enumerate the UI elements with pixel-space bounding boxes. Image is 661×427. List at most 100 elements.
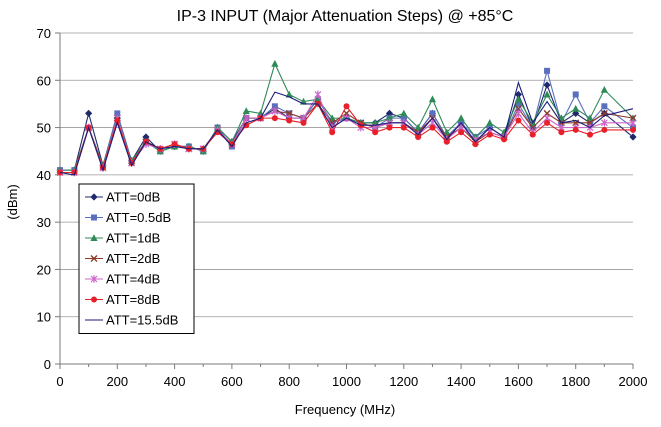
data-point (114, 110, 121, 117)
data-point (443, 138, 450, 145)
chart-title: IP-3 INPUT (Major Attenuation Steps) @ +… (177, 8, 514, 25)
x-tick-label: 200 (106, 374, 128, 389)
legend-item: ATT=2dB (85, 251, 160, 266)
legend-label: ATT=0.5dB (106, 210, 171, 225)
data-point (343, 103, 350, 110)
legend-label: ATT=4dB (106, 272, 160, 287)
data-point (601, 103, 608, 110)
y-tick-label: 50 (37, 121, 51, 136)
data-point (314, 90, 322, 99)
x-axis-label: Frequency (MHz) (295, 402, 395, 417)
data-point (414, 123, 422, 131)
legend-label: ATT=2dB (106, 251, 160, 266)
x-tick-label: 400 (164, 374, 186, 389)
legend-swatch-marker (90, 275, 98, 283)
data-point (543, 81, 551, 89)
legend-label: ATT=0dB (106, 190, 160, 205)
legend-item: ATT=0.5dB (85, 210, 171, 225)
y-axis-label: (dBm) (5, 184, 20, 219)
data-point (629, 119, 637, 127)
series-layer (56, 59, 637, 177)
data-point (514, 109, 522, 118)
x-tick-label: 600 (221, 374, 243, 389)
data-point (214, 129, 221, 136)
data-point (415, 134, 422, 141)
x-tick-label: 800 (278, 374, 300, 389)
y-tick-label: 0 (44, 357, 51, 372)
data-point (472, 141, 479, 148)
data-point (457, 114, 465, 122)
x-tick-label: 1200 (389, 374, 418, 389)
series-ATT=15.5dB (59, 80, 634, 176)
data-point (286, 117, 293, 124)
x-tick-label: 1400 (447, 374, 476, 389)
legend-label: ATT=1dB (106, 231, 160, 246)
y-tick-label: 10 (37, 310, 51, 325)
data-point (587, 131, 594, 138)
data-point (271, 115, 278, 122)
data-point (386, 124, 393, 131)
data-point (600, 119, 608, 127)
data-point (271, 103, 278, 110)
axis-layer: 0 10 20 30 40 50 60 70 0 200 400 600 800 1000 1200 1400… (37, 26, 648, 389)
data-point (400, 115, 407, 122)
y-tick-label: 60 (37, 73, 51, 88)
data-point (114, 117, 121, 124)
data-point (600, 85, 608, 93)
legend-item: ATT=8dB (85, 292, 160, 307)
data-point (228, 141, 235, 148)
x-tick-label: 2000 (619, 374, 648, 389)
data-point (429, 124, 436, 131)
data-point (458, 129, 465, 136)
data-point (586, 114, 594, 122)
data-point (371, 119, 379, 126)
data-point (601, 126, 608, 133)
y-tick-label: 40 (37, 168, 51, 183)
data-point (400, 124, 407, 131)
series-line (59, 80, 634, 176)
data-point (242, 107, 250, 115)
data-point (314, 95, 322, 103)
data-point (544, 119, 551, 126)
x-tick-label: 1800 (561, 374, 590, 389)
legend-item: ATT=4dB (85, 272, 160, 287)
data-point (271, 59, 279, 67)
data-point (385, 114, 394, 122)
data-point (300, 119, 307, 126)
data-point (271, 107, 279, 115)
legend-item: ATT=1dB (85, 231, 160, 246)
data-point (558, 129, 565, 136)
data-point (529, 131, 536, 138)
data-point (630, 126, 636, 133)
data-point (329, 129, 336, 136)
data-point (85, 109, 93, 117)
data-point (501, 136, 508, 143)
x-tick-label: 1000 (332, 374, 361, 389)
data-point (543, 90, 551, 98)
data-point (443, 128, 451, 136)
legend-item: ATT=0dB (85, 190, 160, 205)
legend-swatch-marker (90, 234, 98, 241)
legend-swatch-marker (90, 193, 98, 201)
data-point (429, 110, 436, 117)
data-point (486, 119, 494, 126)
data-point (572, 104, 580, 112)
data-point (372, 129, 379, 136)
data-point (328, 114, 336, 122)
data-point (243, 122, 250, 129)
data-point (385, 109, 394, 117)
data-point (242, 114, 250, 122)
data-point (515, 117, 522, 124)
data-point (629, 133, 637, 141)
y-tick-label: 30 (37, 215, 51, 230)
legend-swatch-marker (91, 214, 97, 221)
data-point (171, 141, 178, 148)
data-point (486, 131, 493, 138)
data-point (514, 95, 522, 103)
data-point (428, 95, 437, 103)
data-point (572, 91, 579, 98)
y-tick-label: 70 (37, 26, 51, 41)
data-point (544, 67, 551, 74)
